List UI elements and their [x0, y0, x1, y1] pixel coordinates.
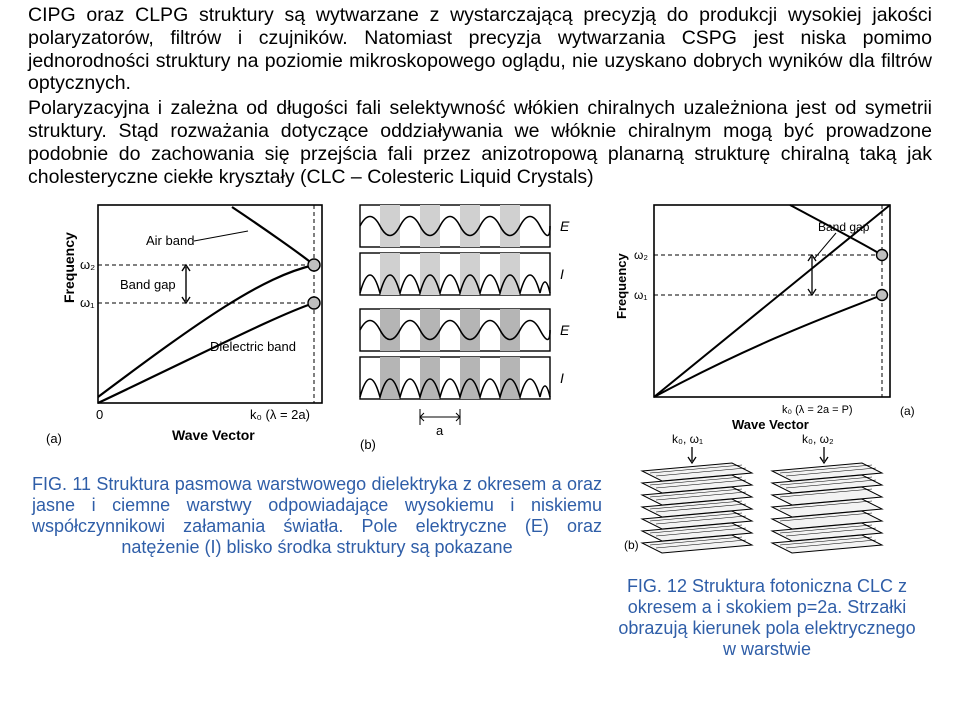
- fig12b-k0w1: k₀, ω₁: [672, 432, 703, 446]
- fig12-panel-b: k₀, ω₁ k₀, ω₂: [624, 432, 882, 553]
- fig12-svg: Frequency Wave Vector ω₂ ω₁ k₀ (λ = 2a =…: [612, 199, 922, 559]
- fig11-panel-a: Frequency Wave Vector ω₂ ω₁ 0 k₀ (λ = 2a…: [46, 199, 336, 446]
- fig12a-k0: k₀ (λ = 2a = P): [782, 404, 853, 416]
- fig11-svg: Frequency Wave Vector ω₂ ω₁ 0 k₀ (λ = 2a…: [28, 199, 598, 457]
- fig11b-strip-3: E: [360, 309, 570, 351]
- fig12-caption: FIG. 12 Struktura fotoniczna CLC z okres…: [612, 576, 922, 660]
- fig11a-airband: Air band: [146, 233, 194, 248]
- fig11b-tag: (b): [360, 437, 376, 452]
- fig12-panel-a: Frequency Wave Vector ω₂ ω₁ k₀ (λ = 2a =…: [614, 205, 915, 432]
- fig12a-xlabel: Wave Vector: [732, 417, 809, 432]
- fig11a-omega1: ω₁: [80, 295, 95, 310]
- fig12a-omega2: ω₂: [634, 248, 648, 262]
- fig11b-strip-2: I: [360, 253, 564, 295]
- fig11a-xlabel: Wave Vector: [172, 427, 255, 443]
- fig11a-ylabel: Frequency: [61, 231, 77, 302]
- fig12b-k0w2: k₀, ω₂: [802, 432, 834, 446]
- page: CIPG oraz CLPG struktury są wytwarzane z…: [0, 0, 960, 660]
- fig12-block: Frequency Wave Vector ω₂ ω₁ k₀ (λ = 2a =…: [612, 199, 922, 660]
- fig11b-strip-1: E: [360, 205, 570, 247]
- fig11a-dielectric: Dielectric band: [210, 339, 296, 354]
- fig11b-E-bot: E: [560, 322, 570, 338]
- fig12b-tag: (b): [624, 538, 639, 552]
- fig11a-zero: 0: [96, 407, 103, 422]
- fig11b-a: a: [436, 423, 444, 438]
- fig11b-strip-4: I: [360, 357, 564, 399]
- fig12b-left-stack: [642, 463, 752, 553]
- fig11a-bandgap: Band gap: [120, 277, 176, 292]
- fig12a-ylabel: Frequency: [614, 252, 629, 319]
- fig11a-tag: (a): [46, 431, 62, 446]
- fig11-caption: FIG. 11 Struktura pasmowa warstwowego di…: [28, 474, 606, 558]
- fig12a-tag: (a): [900, 404, 915, 418]
- fig11b-I-bot: I: [560, 370, 564, 386]
- fig12a-omega1: ω₁: [634, 288, 647, 302]
- fig12b-right-stack: [772, 463, 882, 553]
- body-text: CIPG oraz CLPG struktury są wytwarzane z…: [28, 4, 932, 189]
- fig11b-E-top: E: [560, 218, 570, 234]
- fig11-panel-b: E I: [360, 205, 570, 452]
- figures-row: Frequency Wave Vector ω₂ ω₁ 0 k₀ (λ = 2a…: [28, 199, 932, 660]
- fig11a-k0: k₀ (λ = 2a): [250, 407, 310, 422]
- fig11-block: Frequency Wave Vector ω₂ ω₁ 0 k₀ (λ = 2a…: [28, 199, 598, 558]
- fig11b-I-top: I: [560, 266, 564, 282]
- paragraph-2: Polaryzacyjna i zależna od długości fali…: [28, 97, 932, 188]
- fig11a-omega2: ω₂: [80, 257, 95, 272]
- paragraph-1: CIPG oraz CLPG struktury są wytwarzane z…: [28, 4, 932, 95]
- fig12a-bandgap: Band gap: [818, 220, 870, 234]
